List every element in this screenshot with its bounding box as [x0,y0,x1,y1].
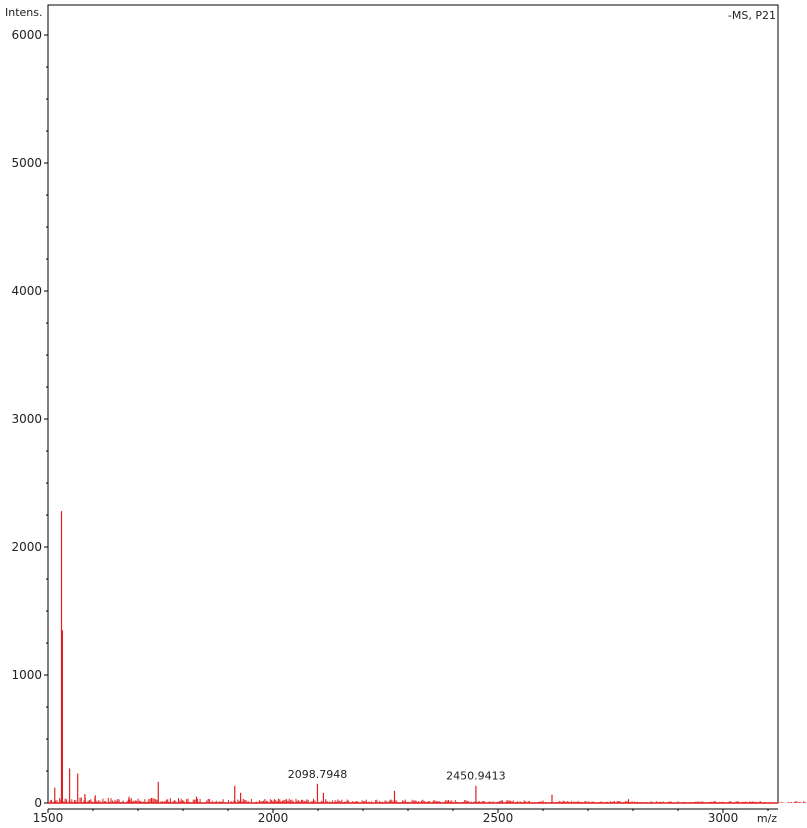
y-tick-label: 4000 [11,284,42,298]
x-axis-label: m/z [757,812,777,825]
x-tick-label: 2000 [258,811,289,825]
y-tick-label: 3000 [11,412,42,426]
peak-series [48,511,778,804]
y-tick-label: 1000 [11,668,42,682]
noise-trace [49,797,807,803]
peak-label: 2450.9413 [446,770,506,783]
baseline-noise [49,797,807,803]
spectrum-tag: -MS, P21 [728,9,776,22]
x-tick-label: 3000 [708,811,739,825]
plot-frame [47,4,779,804]
y-axis-label: Intens. [5,6,43,19]
y-tick-label: 0 [34,796,42,810]
y-tick-label: 2000 [11,540,42,554]
x-tick-label: 1500 [33,811,64,825]
peak-label: 2098.7948 [288,768,348,781]
peak-annotations: 2098.79482450.94133675.37931-3838.43541-… [288,768,506,783]
y-tick-label: 5000 [11,156,42,170]
x-tick-label: 2500 [483,811,514,825]
y-tick-label: 6000 [11,28,42,42]
axes: 0 1000 2000 3000 4000 5000 6000 1500 2000 2500 300… [11,4,779,825]
